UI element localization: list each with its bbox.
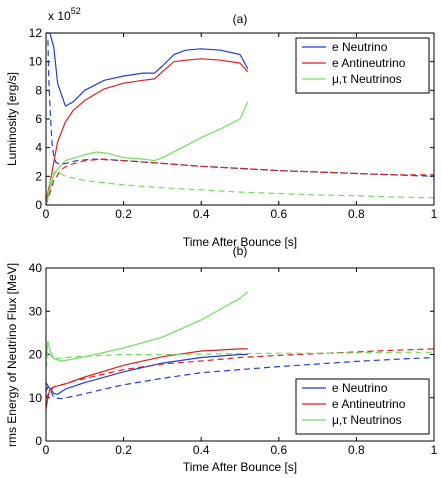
- panel-b-legend-e-antineutrino: e Antineutrino: [332, 397, 406, 411]
- panel-a-x-tick-label: 0.8: [348, 207, 365, 221]
- panel-a-y-tick-label: 8: [35, 83, 42, 97]
- panel-a-x-tick-label: 1: [431, 207, 438, 221]
- panel-a-title: (a): [233, 12, 248, 26]
- panel-b-legend-e-neutrino: e Neutrino: [332, 381, 388, 395]
- panel-a-x-tick-label: 0.2: [115, 207, 132, 221]
- panel-b-x-tick-label: 0: [43, 443, 50, 457]
- panel-a-y-tick-label: 2: [35, 169, 42, 183]
- panel-a-y-multiplier-base: x 10: [48, 9, 71, 23]
- panel-b-x-tick-label: 1: [431, 443, 438, 457]
- panel-b-y-tick-label: 10: [29, 391, 43, 405]
- panel-a-x-tick-label: 0.6: [270, 207, 287, 221]
- panel-b-x-tick-label: 0.6: [270, 443, 287, 457]
- panel-a-line-mu-tau-neutrinos-dashed: [46, 172, 434, 205]
- panel-b-y-tick-label: 40: [29, 261, 43, 275]
- panel-b-legend-mu-tau-neutrinos: μ,τ Neutrinos: [332, 413, 402, 427]
- panel-b-rms-energy-chart: (b) rms Energy of Neutrino Flux [MeV] Ti…: [5, 244, 438, 474]
- panel-a-x-tick-label: 0: [43, 207, 50, 221]
- panel-a-y-multiplier-exponent: 52: [71, 6, 81, 16]
- panel-a-y-axis-label: Luminosity [erg/s]: [5, 72, 19, 166]
- panel-b-x-axis-label: Time After Bounce [s]: [183, 460, 297, 474]
- panel-a-y-tick-label: 4: [35, 141, 42, 155]
- panel-b-y-tick-label: 20: [29, 348, 43, 362]
- panel-a-y-multiplier: x 1052: [48, 6, 81, 23]
- panel-b-y-axis-label: rms Energy of Neutrino Flux [MeV]: [5, 263, 19, 447]
- panel-a-y-tick-label: 10: [29, 55, 43, 69]
- panel-a-legend-mu-tau-neutrinos: μ,τ Neutrinos: [332, 72, 402, 86]
- panel-a-line-e-neutrino-solid: [46, 33, 248, 106]
- panel-a-x-tick-label: 0.4: [193, 207, 210, 221]
- panel-b-y-tick-label: 0: [35, 434, 42, 448]
- panel-a-legend-e-antineutrino: e Antineutrino: [332, 56, 406, 70]
- panel-a-y-tick-label: 12: [29, 26, 43, 40]
- panel-a-luminosity-chart: (a) x 1052 Luminosity [erg/s] Time After…: [5, 6, 438, 249]
- panel-b-y-tick-label: 30: [29, 304, 43, 318]
- panel-b-x-tick-label: 0.4: [193, 443, 210, 457]
- panel-a-y-tick-label: 6: [35, 112, 42, 126]
- panel-b-legend: e Neutrino e Antineutrino μ,τ Neutrinos: [296, 379, 429, 434]
- panel-a-line-mu-tau-neutrinos-solid: [46, 102, 248, 205]
- panel-a-legend-e-neutrino: e Neutrino: [332, 40, 388, 54]
- panel-a-y-tick-label: 0: [35, 198, 42, 212]
- panel-b-x-tick-label: 0.2: [115, 443, 132, 457]
- panel-b-x-tick-label: 0.8: [348, 443, 365, 457]
- panel-a-line-e-antineutrino-dashed: [46, 159, 434, 205]
- panel-b-title: (b): [233, 244, 248, 258]
- panel-a-legend: e Neutrino e Antineutrino μ,τ Neutrinos: [296, 38, 429, 93]
